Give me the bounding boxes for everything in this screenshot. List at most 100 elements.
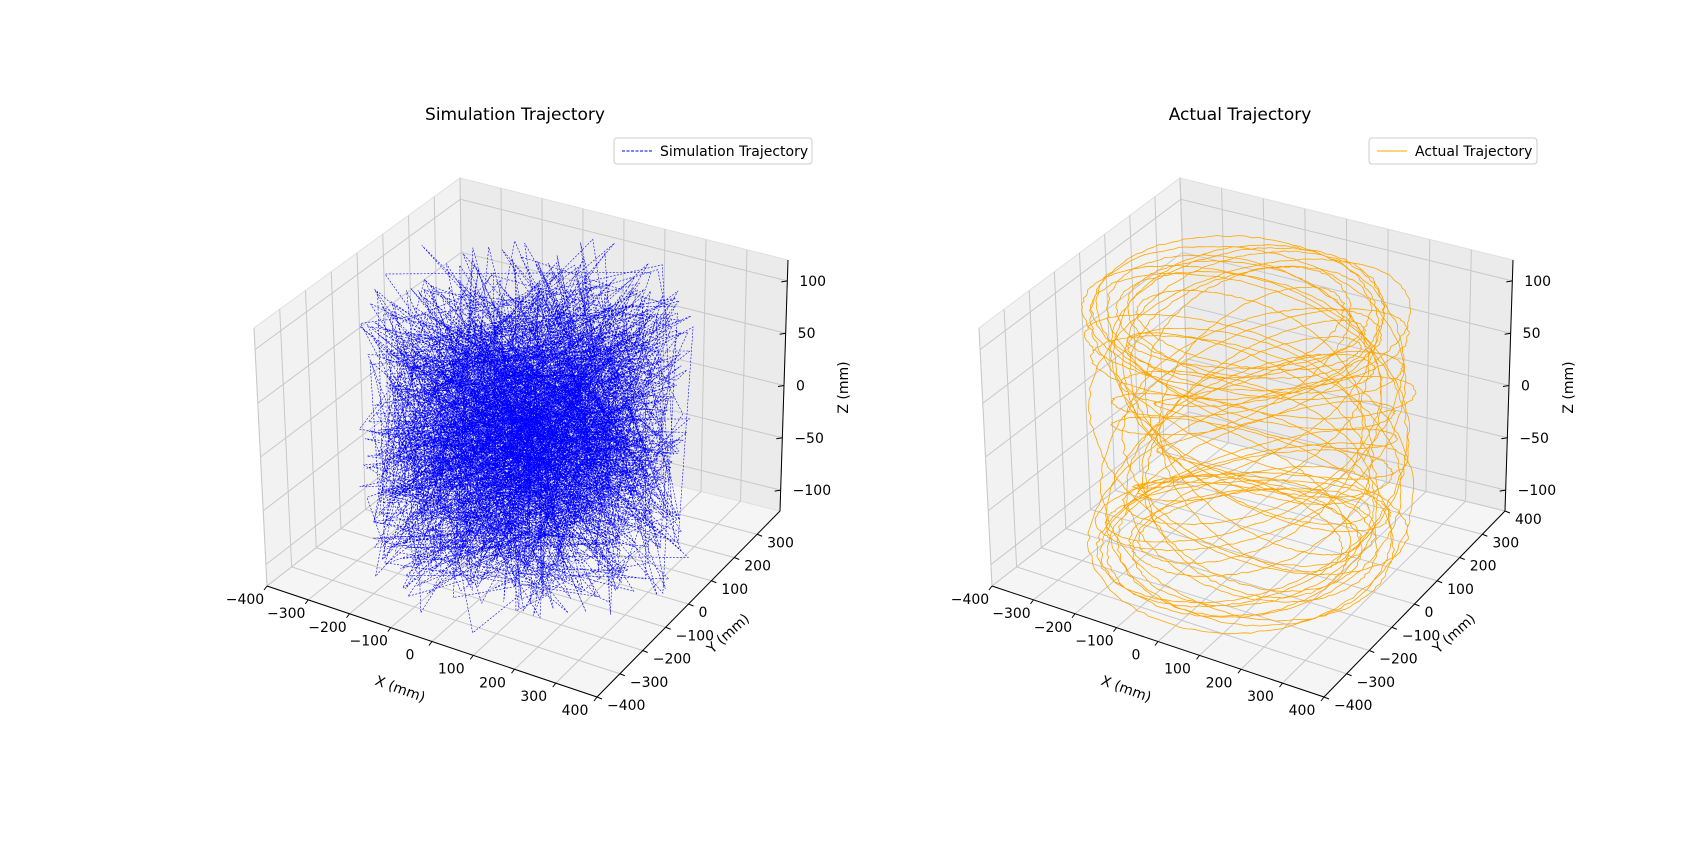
y-tick-label: −400: [1334, 698, 1372, 714]
z-tick: [781, 280, 788, 283]
x-tick: [1279, 682, 1283, 688]
y-gridline: [291, 566, 621, 675]
y-tick: [734, 557, 740, 560]
z-tick-label: −50: [794, 431, 824, 447]
x-tick: [593, 696, 598, 702]
z-tick: [779, 332, 786, 335]
z-tick-label: 100: [1524, 274, 1551, 290]
x-tick-label: 0: [1132, 648, 1141, 664]
z-tick-label: −100: [793, 483, 831, 499]
x-axis-label: X (mm): [1099, 673, 1154, 706]
z-tick-label: −50: [1519, 431, 1549, 447]
x-tick: [1154, 641, 1159, 646]
x-tick: [346, 613, 350, 619]
series-line-simulation: [358, 238, 694, 634]
y-tick: [642, 650, 648, 653]
y-tick: [1504, 510, 1511, 514]
chart-title: Simulation Trajectory: [425, 105, 605, 125]
x-tick-label: 200: [1206, 675, 1233, 691]
y-tick: [688, 603, 694, 607]
y-tick-label: −300: [1357, 675, 1395, 691]
x-tick: [552, 682, 557, 688]
z-tick-label: 0: [796, 379, 805, 395]
x-tick-label: 400: [562, 703, 589, 719]
legend-label: Simulation Trajectory: [660, 144, 808, 160]
y-tick: [1346, 673, 1352, 677]
y-tick-label: −200: [1379, 652, 1417, 668]
z-gridline: [979, 198, 1513, 350]
y-tick: [1391, 626, 1398, 630]
x-tick: [1071, 613, 1076, 619]
legend: Actual Trajectory: [1368, 137, 1538, 165]
z-tick: [1504, 332, 1511, 335]
y-tick: [1436, 580, 1443, 584]
x-tick: [387, 627, 392, 632]
z-gridline: [987, 358, 1508, 512]
y-tick: [1482, 533, 1488, 537]
x-tick-label: 100: [1164, 661, 1191, 677]
y-gridline: [1065, 528, 1393, 628]
x-tick: [469, 655, 474, 660]
z-gridline: [990, 411, 1506, 565]
x-tick-label: 0: [406, 648, 415, 664]
legend: Simulation Trajectory: [613, 137, 813, 165]
z-tick: [1501, 437, 1508, 440]
x-tick-label: 200: [479, 675, 506, 691]
x-tick: [988, 585, 993, 591]
x-tick: [428, 641, 433, 646]
x-tick-label: −300: [992, 606, 1030, 622]
z-tick: [1502, 385, 1510, 387]
y-gridline: [340, 528, 666, 628]
x-tick-label: 300: [1247, 689, 1274, 705]
x-tick-label: −400: [226, 592, 264, 608]
y-gridline: [1090, 509, 1415, 605]
y-tick-label: 300: [1492, 535, 1519, 551]
x-tick-label: 100: [438, 661, 465, 677]
x-tick-label: −100: [1075, 634, 1113, 650]
x-tick: [304, 599, 309, 605]
y-tick: [711, 580, 717, 584]
y-tick-label: 100: [721, 582, 748, 598]
z-tick: [776, 437, 783, 440]
y-gridline: [1114, 489, 1438, 582]
x-tick-label: 400: [1289, 703, 1316, 719]
x-tick: [511, 668, 515, 674]
z-tick: [1499, 489, 1506, 492]
y-tick-label: 400: [1515, 512, 1542, 528]
y-tick: [1459, 557, 1465, 560]
y-tick-label: 300: [767, 535, 794, 551]
x-tick-label: 300: [520, 689, 547, 705]
z-axis-label: Z (mm): [1561, 361, 1577, 413]
y-tick-label: 0: [1425, 605, 1434, 621]
legend-label: Actual Trajectory: [1415, 144, 1532, 160]
chart-title: Actual Trajectory: [1169, 105, 1312, 125]
z-tick: [777, 385, 785, 387]
z-tick-label: 100: [799, 274, 826, 290]
y-tick-label: −100: [1402, 628, 1440, 644]
x-tick: [1196, 655, 1200, 660]
y-gridline: [1139, 470, 1460, 558]
y-tick-label: −100: [676, 628, 714, 644]
z-tick-label: 50: [1523, 326, 1541, 342]
z-tick: [774, 489, 781, 492]
x-tick-label: −100: [350, 634, 388, 650]
legend-box: [613, 137, 813, 165]
z-gridline: [257, 251, 786, 404]
x-axis-label: X (mm): [373, 673, 428, 706]
y-tick-label: 100: [1447, 582, 1474, 598]
z-tick-label: 50: [798, 326, 816, 342]
z-tick-label: −100: [1518, 483, 1556, 499]
series-line-actual: [1081, 235, 1417, 635]
y-tick: [596, 696, 603, 700]
y-tick-label: −300: [630, 675, 668, 691]
x-tick-label: −400: [951, 592, 989, 608]
y-gridline: [1016, 566, 1347, 675]
legend-box: [1368, 137, 1538, 165]
y-gridline: [1041, 547, 1370, 651]
x-tick-label: −300: [267, 606, 305, 622]
y-tick-label: 0: [699, 605, 708, 621]
x-tick: [1113, 627, 1117, 632]
